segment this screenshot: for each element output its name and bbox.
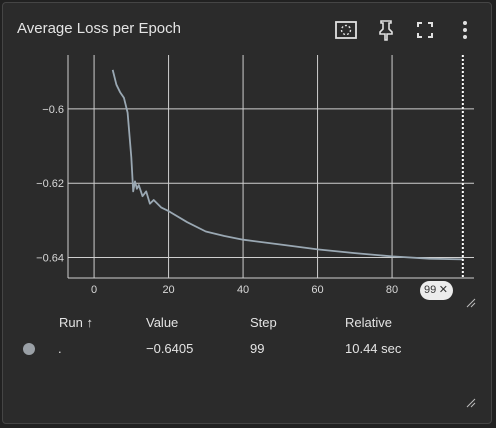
row-run: . [58, 341, 62, 356]
x-tick-label: 0 [91, 284, 97, 296]
line-chart[interactable]: −0.6 −0.62 −0.64 0 20 40 60 80 [0, 0, 496, 310]
col-header-relative[interactable]: Relative [345, 315, 392, 330]
fit-domain-button[interactable] [334, 18, 358, 42]
scalar-card [2, 2, 492, 424]
y-tick-label: −0.6 [42, 104, 64, 116]
series-line [111, 69, 463, 261]
chart-area[interactable]: −0.6 −0.62 −0.64 0 20 40 60 80 [0, 0, 496, 310]
y-tick-label: −0.64 [36, 253, 64, 265]
pin-icon [379, 20, 393, 41]
table-resize-handle-icon[interactable] [466, 398, 476, 408]
more-vert-icon [463, 21, 467, 39]
y-axis-ticks: −0.6 −0.62 −0.64 [36, 104, 64, 265]
x-tick-label: 40 [237, 284, 249, 296]
run-color-swatch [23, 343, 35, 355]
fit-domain-icon [335, 21, 357, 39]
y-tick-label: −0.62 [36, 178, 64, 190]
grid-lines [67, 55, 474, 279]
card-title: Average Loss per Epoch [17, 20, 181, 37]
x-axis-ticks: 0 20 40 60 80 [91, 284, 398, 296]
cursor-step-chip[interactable]: 99 ✕ [420, 281, 453, 300]
row-value: −0.6405 [146, 341, 194, 356]
cursor-step-label: 99 [424, 284, 437, 296]
col-header-run[interactable]: Run ↑ [59, 315, 93, 330]
x-tick-label: 80 [386, 284, 398, 296]
col-header-step[interactable]: Step [250, 315, 277, 330]
pin-button[interactable] [374, 18, 398, 42]
close-icon[interactable]: ✕ [438, 284, 448, 296]
fullscreen-button[interactable] [413, 18, 437, 42]
x-tick-label: 60 [311, 284, 323, 296]
row-step: 99 [250, 341, 265, 356]
fullscreen-icon [417, 22, 433, 38]
x-tick-label: 20 [162, 284, 174, 296]
more-options-button[interactable] [453, 18, 477, 42]
series-group [111, 69, 463, 261]
col-header-value[interactable]: Value [146, 315, 179, 330]
row-relative: 10.44 sec [345, 341, 402, 356]
resize-handle-icon[interactable] [466, 298, 476, 308]
